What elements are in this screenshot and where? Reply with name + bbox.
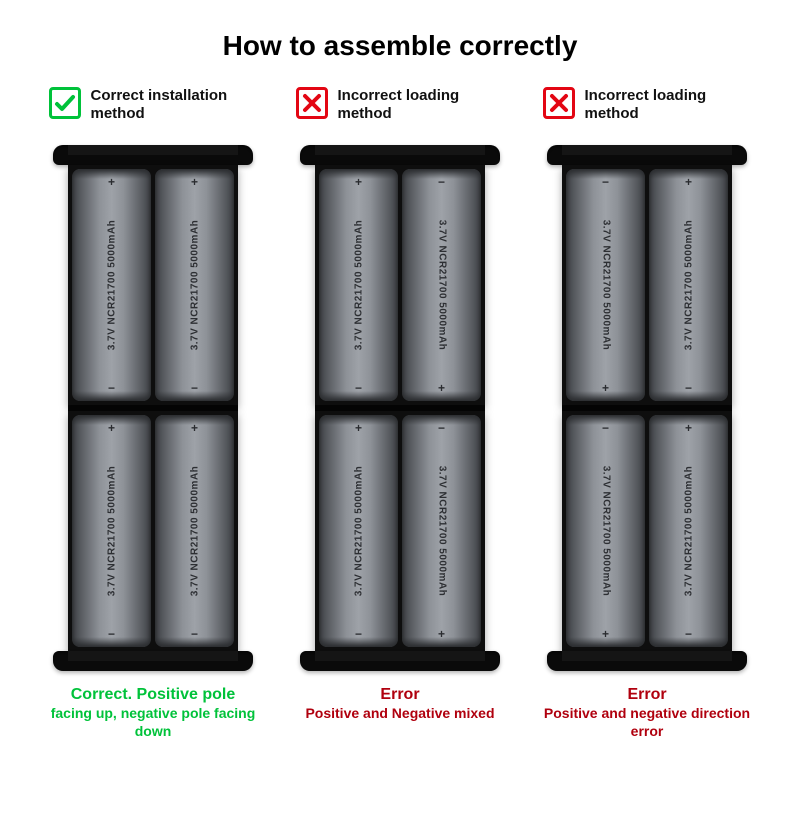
battery-negative: −	[355, 381, 362, 395]
battery-cell: 3.7V NCR21700 5000mAh + −	[155, 169, 234, 401]
battery-cell: 3.7V NCR21700 5000mAh + −	[649, 169, 728, 401]
battery-slot: 3.7V NCR21700 5000mAh+−3.7V NCR21700 500…	[315, 165, 485, 405]
battery-positive: +	[355, 175, 362, 189]
holder-cap-bottom	[300, 651, 500, 671]
battery-negative: −	[602, 175, 609, 189]
assembly-column: Correct installation method 3.7V NCR21700…	[41, 87, 266, 740]
battery-slot: 3.7V NCR21700 5000mAh+−3.7V NCR21700 500…	[562, 411, 732, 651]
battery-negative: −	[685, 381, 692, 395]
battery-cell: 3.7V NCR21700 5000mAh + −	[566, 415, 645, 647]
battery-slot: 3.7V NCR21700 5000mAh+−3.7V NCR21700 500…	[68, 165, 238, 405]
battery-positive: +	[108, 175, 115, 189]
battery-label: 3.7V NCR21700 5000mAh	[436, 466, 447, 597]
caption-head: Error	[542, 685, 752, 705]
assembly-column: Incorrect loading method 3.7V NCR21700 50…	[288, 87, 513, 740]
battery-label: 3.7V NCR21700 5000mAh	[353, 220, 364, 351]
battery-cell: 3.7V NCR21700 5000mAh + −	[72, 169, 151, 401]
column-header: Correct installation method	[41, 87, 266, 131]
holder-cap-bottom	[53, 651, 253, 671]
battery-label: 3.7V NCR21700 5000mAh	[189, 220, 200, 351]
column-caption: ErrorPositive and negative direction err…	[542, 685, 752, 740]
cross-icon	[547, 91, 571, 115]
column-caption: ErrorPositive and Negative mixed	[305, 685, 494, 723]
battery-positive: +	[685, 175, 692, 189]
battery-label: 3.7V NCR21700 5000mAh	[683, 466, 694, 597]
battery-positive: +	[438, 627, 445, 641]
caption-sub: Positive and Negative mixed	[305, 705, 494, 723]
check-icon	[53, 91, 77, 115]
columns-container: Correct installation method 3.7V NCR21700…	[0, 87, 800, 740]
battery-positive: +	[355, 421, 362, 435]
battery-positive: +	[602, 381, 609, 395]
battery-cell: 3.7V NCR21700 5000mAh + −	[319, 169, 398, 401]
status-error-icon	[296, 87, 328, 119]
status-correct-icon	[49, 87, 81, 119]
battery-cell: 3.7V NCR21700 5000mAh + −	[155, 415, 234, 647]
page-title: How to assemble correctly	[0, 30, 800, 62]
battery-cell: 3.7V NCR21700 5000mAh + −	[566, 169, 645, 401]
column-header: Incorrect loading method	[288, 87, 513, 131]
battery-label: 3.7V NCR21700 5000mAh	[353, 466, 364, 597]
status-error-icon	[543, 87, 575, 119]
battery-cell: 3.7V NCR21700 5000mAh + −	[402, 415, 481, 647]
holder-cap-top	[547, 145, 747, 165]
battery-cell: 3.7V NCR21700 5000mAh + −	[649, 415, 728, 647]
column-header-label: Incorrect loading method	[338, 87, 513, 123]
battery-negative: −	[108, 381, 115, 395]
battery-negative: −	[602, 421, 609, 435]
caption-head: Error	[305, 685, 494, 705]
battery-cell: 3.7V NCR21700 5000mAh + −	[72, 415, 151, 647]
holder-cap-top	[300, 145, 500, 165]
caption-sub: Positive and negative direction error	[542, 705, 752, 740]
battery-negative: −	[438, 175, 445, 189]
battery-negative: −	[685, 627, 692, 641]
battery-positive: +	[191, 421, 198, 435]
holder-cap-top	[53, 145, 253, 165]
battery-label: 3.7V NCR21700 5000mAh	[189, 466, 200, 597]
battery-holder: 3.7V NCR21700 5000mAh+−3.7V NCR21700 500…	[300, 145, 500, 671]
battery-positive: +	[438, 381, 445, 395]
battery-positive: +	[108, 421, 115, 435]
battery-label: 3.7V NCR21700 5000mAh	[683, 220, 694, 351]
battery-cell: 3.7V NCR21700 5000mAh + −	[319, 415, 398, 647]
battery-label: 3.7V NCR21700 5000mAh	[600, 220, 611, 351]
column-header-label: Incorrect loading method	[585, 87, 760, 123]
battery-positive: +	[191, 175, 198, 189]
battery-label: 3.7V NCR21700 5000mAh	[600, 466, 611, 597]
battery-negative: −	[191, 381, 198, 395]
battery-cell: 3.7V NCR21700 5000mAh + −	[402, 169, 481, 401]
holder-cap-bottom	[547, 651, 747, 671]
battery-slot: 3.7V NCR21700 5000mAh+−3.7V NCR21700 500…	[68, 411, 238, 651]
battery-slot: 3.7V NCR21700 5000mAh+−3.7V NCR21700 500…	[562, 165, 732, 405]
assembly-column: Incorrect loading method 3.7V NCR21700 50…	[535, 87, 760, 740]
caption-sub: facing up, negative pole facing down	[48, 705, 258, 740]
battery-label: 3.7V NCR21700 5000mAh	[106, 220, 117, 351]
column-caption: Correct. Positive polefacing up, negativ…	[48, 685, 258, 740]
caption-head: Correct. Positive pole	[48, 685, 258, 705]
battery-negative: −	[108, 627, 115, 641]
battery-positive: +	[685, 421, 692, 435]
battery-negative: −	[355, 627, 362, 641]
cross-icon	[300, 91, 324, 115]
battery-negative: −	[191, 627, 198, 641]
column-header-label: Correct installation method	[91, 87, 266, 123]
battery-positive: +	[602, 627, 609, 641]
battery-holder: 3.7V NCR21700 5000mAh+−3.7V NCR21700 500…	[547, 145, 747, 671]
battery-negative: −	[438, 421, 445, 435]
battery-slot: 3.7V NCR21700 5000mAh+−3.7V NCR21700 500…	[315, 411, 485, 651]
column-header: Incorrect loading method	[535, 87, 760, 131]
battery-holder: 3.7V NCR21700 5000mAh+−3.7V NCR21700 500…	[53, 145, 253, 671]
battery-label: 3.7V NCR21700 5000mAh	[436, 220, 447, 351]
battery-label: 3.7V NCR21700 5000mAh	[106, 466, 117, 597]
